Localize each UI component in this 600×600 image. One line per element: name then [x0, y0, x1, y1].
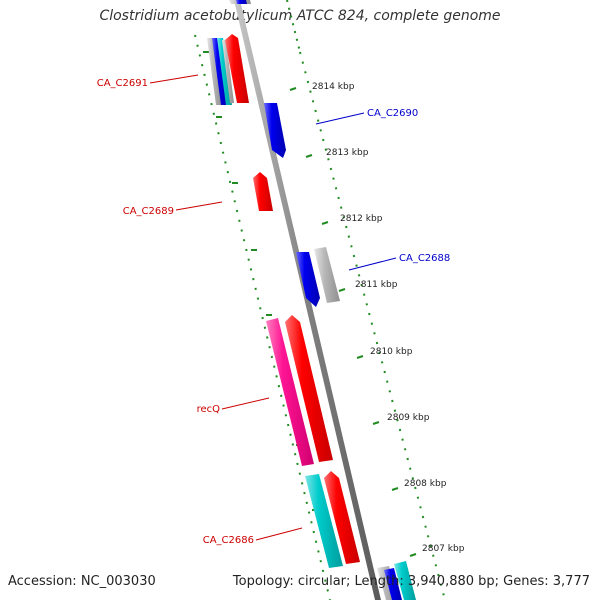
ruler-label-2812: 2812 kbp	[340, 214, 383, 224]
gene-bottom-partial-blue	[384, 568, 402, 600]
leader-ca-c2686	[255, 527, 303, 541]
ruler-label-2813: 2813 kbp	[326, 148, 369, 158]
gene-label-ca-c2688: CA_C2688	[399, 253, 450, 264]
gene-label-ca-c2686: CA_C2686	[203, 535, 254, 546]
gene-ca-c2690	[264, 103, 286, 158]
leader-ca-c2688	[348, 257, 397, 271]
gene-ca-c2686	[305, 474, 343, 568]
gene-ca-c2691-gray	[207, 38, 222, 105]
leader-ca-c2691	[149, 74, 199, 84]
gene-ca-c2691-light	[222, 40, 234, 103]
ruler-label-2814: 2814 kbp	[312, 82, 355, 92]
topology-text: Topology: circular; Length: 3,940,880 bp…	[232, 574, 590, 589]
gene-ca-c2691-red	[225, 34, 249, 103]
ruler-label-2807: 2807 kbp	[422, 544, 465, 554]
gene-label-recq: recQ	[197, 404, 221, 415]
gene-ca-c2689	[253, 172, 273, 211]
gene-recq-red	[285, 315, 333, 462]
leader-ca-c2689	[175, 201, 223, 211]
ruler-label-2809: 2809 kbp	[387, 413, 430, 423]
ruler-label-2808: 2808 kbp	[404, 479, 447, 489]
ruler-label-2810: 2810 kbp	[370, 347, 413, 357]
gene-bottom-partial-cyan	[394, 561, 416, 600]
gene-ca-c2686-red	[324, 471, 360, 564]
gene-ca-c2688-gray	[314, 247, 340, 303]
genome-backbone	[234, 0, 381, 600]
gene-label-ca-c2690: CA_C2690	[367, 108, 418, 119]
outer-ruler-border	[286, 0, 446, 600]
gene-ca-c2691-blue	[212, 38, 227, 105]
gene-ca-c2688	[296, 252, 320, 307]
inner-ruler-border	[194, 34, 331, 600]
gene-label-ca-c2691: CA_C2691	[97, 78, 148, 89]
leader-recq	[221, 397, 270, 410]
map-title: Clostridium acetobutylicum ATCC 824, com…	[99, 8, 501, 24]
gene-top-partial-blue	[236, 0, 247, 4]
accession-text: Accession: NC_003030	[8, 574, 156, 589]
leader-ca-c2690	[315, 112, 365, 125]
gene-label-ca-c2689: CA_C2689	[123, 206, 174, 217]
gene-recq	[266, 318, 314, 466]
ruler-label-2811: 2811 kbp	[355, 280, 398, 290]
